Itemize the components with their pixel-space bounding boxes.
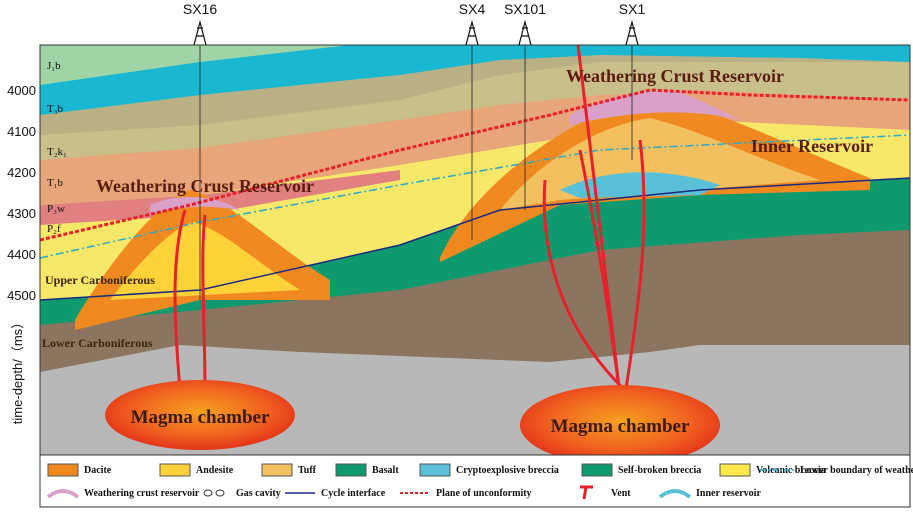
legend-box (39, 454, 911, 508)
andesite (110, 222, 300, 300)
teal-layer (40, 45, 910, 115)
legend-swatch (719, 463, 751, 477)
axis-label: time-depth/（ms） (10, 316, 25, 424)
legend-swatch (159, 463, 191, 477)
annotation: Magma chamber (551, 416, 690, 437)
well-label: SX4 (459, 1, 486, 17)
depth-tick: 4000 (7, 83, 36, 98)
legend-swatch (215, 489, 225, 497)
depth-tick: 4400 (7, 247, 36, 262)
annotation: Inner Reservoir (751, 136, 873, 156)
strata-label: J₁b (47, 60, 61, 72)
weathering-boundary (40, 134, 910, 259)
legend-label: Lower boundary of weathering crust (800, 465, 913, 476)
legend-swatch (261, 463, 293, 477)
legend-label: Andesite (196, 465, 234, 476)
legend-label: Plane of unconformity (436, 488, 532, 499)
strata-label: P₂f (47, 223, 61, 235)
legend: Dacite Andesite Tuff Basalt Cryptoexplosive … (46, 463, 913, 500)
legend-label: Self-broken breccia (618, 465, 701, 476)
legend-swatch (581, 463, 613, 477)
annotation: Weathering Crust Reservoir (566, 66, 784, 86)
unconformity (40, 88, 910, 242)
strata-label: P₃w (47, 203, 65, 215)
well-paths (199, 45, 633, 300)
well-label: SX16 (183, 1, 217, 17)
depth-tick: 4300 (7, 206, 36, 221)
magma-chamber-left (105, 380, 295, 450)
feeders (173, 45, 646, 397)
legend-swatch (203, 489, 213, 497)
legend-label: Gas cavity (236, 488, 281, 499)
strata (40, 45, 910, 455)
legend-label: Volcanic breccia (756, 465, 826, 476)
well-label: SX1 (619, 1, 646, 17)
p3w-layer (40, 170, 400, 225)
legend-swatch (658, 489, 692, 499)
annotation: Weathering Crust Reservoir (96, 176, 314, 196)
j1b-layer (40, 45, 350, 85)
legend-label: Dacite (84, 465, 112, 476)
legend-label: Cryptoexplosive breccia (456, 465, 559, 476)
unit-label: Lower Carboniferous (42, 336, 153, 350)
legend-label: Weathering crust reservoir (84, 488, 200, 499)
legend-swatch (580, 485, 593, 500)
depth-tick: 4100 (7, 124, 36, 139)
annotation: Magma chamber (131, 407, 270, 428)
legend-swatch (46, 489, 80, 499)
strata-label: T₂k₁ (47, 146, 67, 158)
magma-chamber-right (520, 385, 720, 455)
cycle-interface (40, 177, 910, 301)
legend-swatch (419, 463, 451, 477)
legend-label: Basalt (372, 465, 399, 476)
legend-label: Cycle interface (321, 488, 386, 499)
legend-label: Inner reservoir (696, 488, 761, 499)
unit-label: Upper Carboniferous (45, 273, 155, 287)
depth-tick: 4200 (7, 165, 36, 180)
well-label: SX101 (504, 1, 546, 17)
legend-swatch (335, 463, 367, 477)
legend-swatch (47, 463, 79, 477)
strata-label: T₁b (47, 177, 64, 189)
left-crust-reservoir (150, 196, 240, 215)
legend-label: Vent (611, 488, 631, 499)
depth-ticks: 4000 4100 4200 4300 4400 4500 (7, 83, 36, 303)
derricks (193, 19, 639, 46)
legend-label: Tuff (298, 465, 317, 476)
strata-label: T₃b (47, 103, 64, 115)
depth-tick: 4500 (7, 288, 36, 303)
